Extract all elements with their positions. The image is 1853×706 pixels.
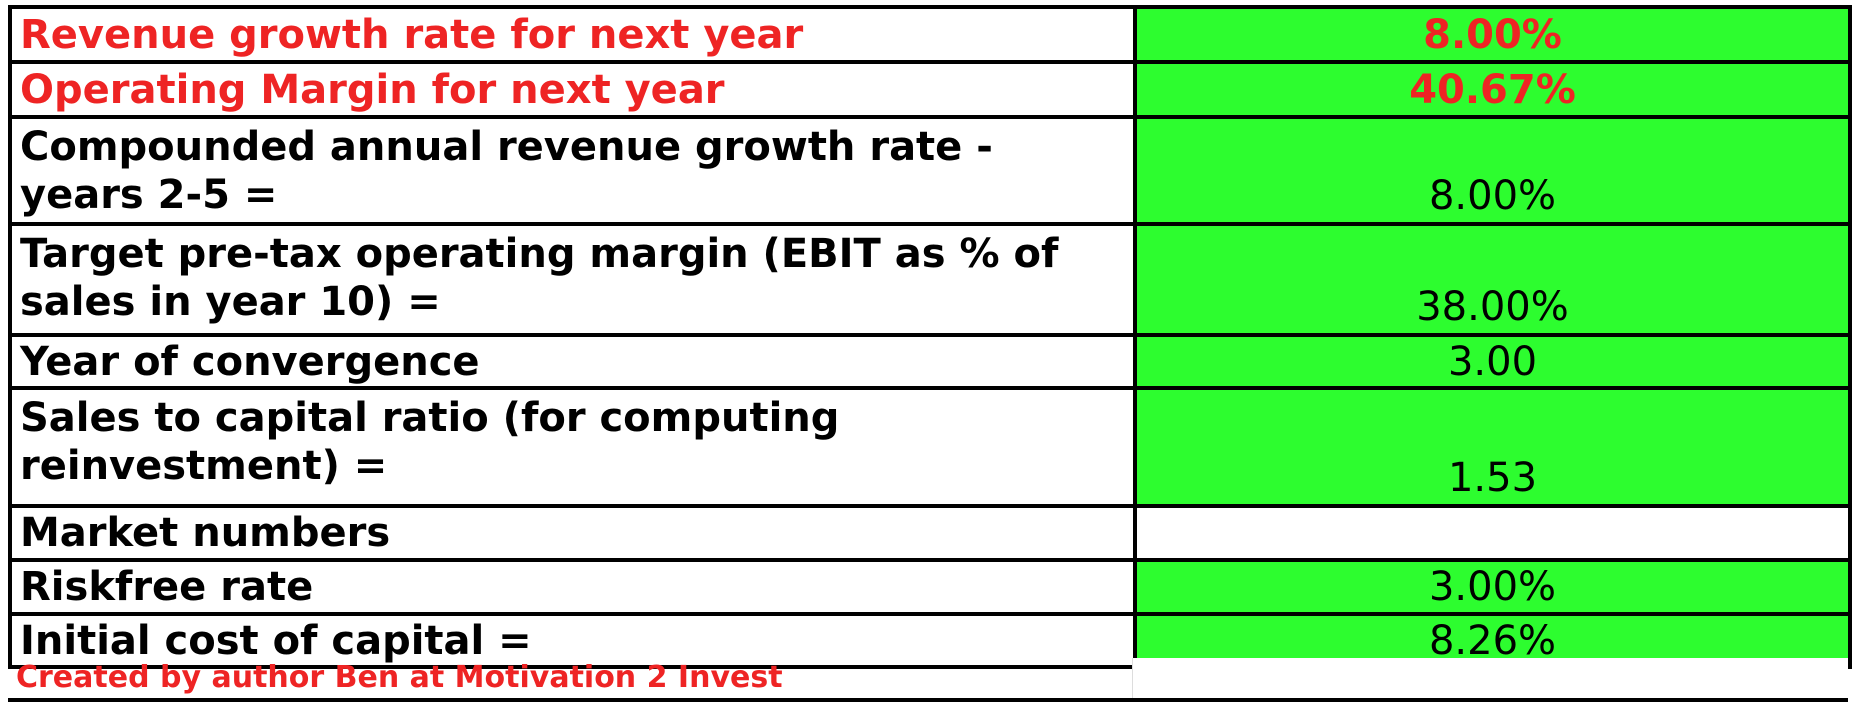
table-row-year-of-convergence: Year of convergence 3.00 — [8, 333, 1852, 390]
label-cell-sales-to-capital[interactable]: Sales to capital ratio (for computing re… — [8, 386, 1137, 508]
table-row-sales-to-capital: Sales to capital ratio (for computing re… — [8, 386, 1852, 508]
section-heading-market-numbers[interactable]: Market numbers — [8, 504, 1137, 562]
table-row-riskfree-rate: Riskfree rate 3.00% — [8, 558, 1852, 616]
label-cell-initial-cost-of-capital[interactable]: Initial cost of capital = — [8, 612, 1137, 669]
label-cell-cagr-years-2-5[interactable]: Compounded annual revenue growth rate - … — [8, 115, 1137, 226]
input-cell-cagr-years-2-5[interactable]: 8.00% — [1133, 115, 1852, 226]
label-cell-operating-margin[interactable]: Operating Margin for next year — [8, 60, 1137, 119]
label-cell-target-operating-margin[interactable]: Target pre-tax operating margin (EBIT as… — [8, 222, 1137, 337]
label-cell-riskfree-rate[interactable]: Riskfree rate — [8, 558, 1137, 616]
author-credit: Created by author Ben at Motivation 2 In… — [8, 658, 1133, 698]
label-cell-revenue-growth[interactable]: Revenue growth rate for next year — [8, 5, 1137, 64]
input-cell-sales-to-capital[interactable]: 1.53 — [1133, 386, 1852, 508]
empty-cell-market-numbers[interactable] — [1133, 504, 1852, 562]
footer-row: Created by author Ben at Motivation 2 In… — [8, 658, 1848, 702]
input-cell-target-operating-margin[interactable]: 38.00% — [1133, 222, 1852, 337]
footer-empty-cell[interactable] — [1133, 658, 1848, 698]
table-row-revenue-growth: Revenue growth rate for next year 8.00% — [8, 5, 1852, 64]
input-cell-riskfree-rate[interactable]: 3.00% — [1133, 558, 1852, 616]
table-row-market-numbers: Market numbers — [8, 504, 1852, 562]
input-cell-operating-margin[interactable]: 40.67% — [1133, 60, 1852, 119]
input-cell-revenue-growth[interactable]: 8.00% — [1133, 5, 1852, 64]
table-row-target-operating-margin: Target pre-tax operating margin (EBIT as… — [8, 222, 1852, 337]
input-cell-year-of-convergence[interactable]: 3.00 — [1133, 333, 1852, 390]
valuation-inputs-table: Revenue growth rate for next year 8.00% … — [8, 5, 1852, 669]
table-row-operating-margin: Operating Margin for next year 40.67% — [8, 60, 1852, 119]
table-row-cagr-years-2-5: Compounded annual revenue growth rate - … — [8, 115, 1852, 226]
label-cell-year-of-convergence[interactable]: Year of convergence — [8, 333, 1137, 390]
